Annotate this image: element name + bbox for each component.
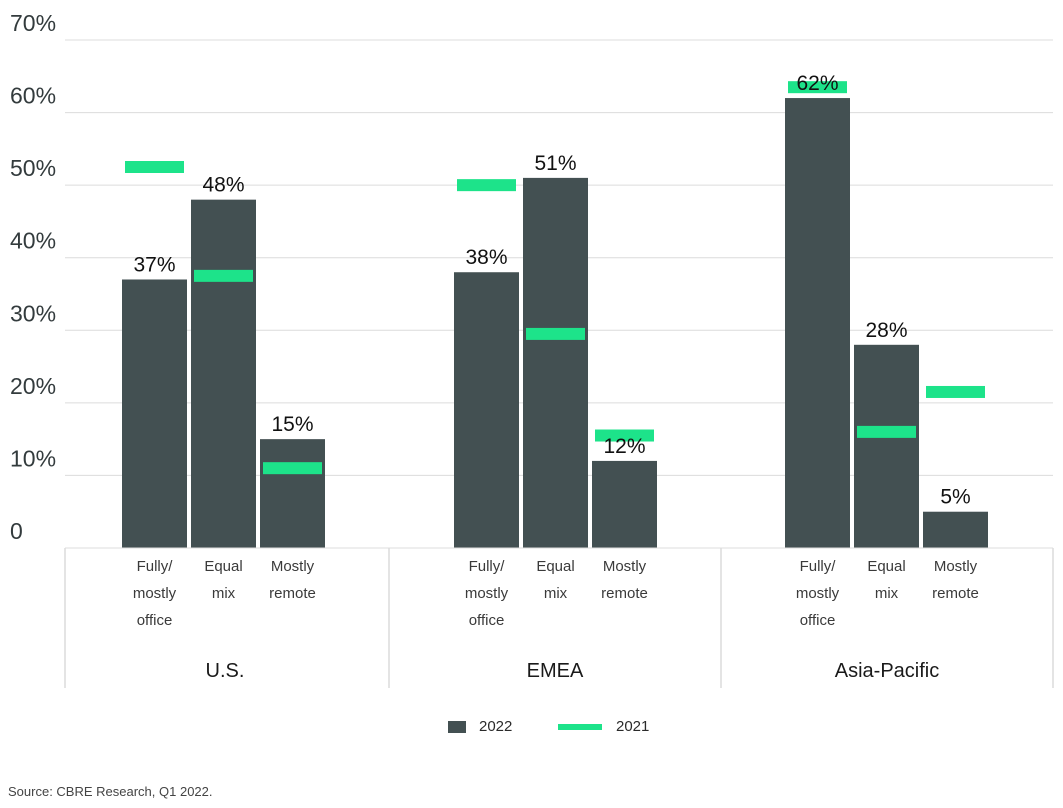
category-label: mostly xyxy=(465,585,509,602)
data-labels: 37% 48% 15% 38% 51% 12% 62% 28% 5% xyxy=(133,72,970,509)
marker-2021 xyxy=(857,425,916,438)
data-label: 51% xyxy=(534,152,576,175)
bar-2022 xyxy=(260,439,325,548)
category-label: office xyxy=(469,612,505,629)
marker-2021 xyxy=(457,179,516,192)
category-label: Fully/ xyxy=(800,558,837,575)
data-label: 38% xyxy=(465,246,507,269)
x-axis: Fully/mostly office Equal mix Mostly remote U.… xyxy=(64,547,1054,688)
y-tick-label: 20% xyxy=(10,373,56,399)
category-label: mix xyxy=(212,585,236,602)
category-label: Mostly xyxy=(271,558,315,575)
bar-2022 xyxy=(191,199,256,548)
category-label: remote xyxy=(932,585,979,602)
legend-label-2021: 2021 xyxy=(616,718,649,735)
group-label: Asia-Pacific xyxy=(835,660,939,682)
data-label: 15% xyxy=(271,413,313,436)
category-label: Equal xyxy=(536,558,574,575)
marker-2021 xyxy=(595,429,654,442)
bar-2022 xyxy=(122,279,187,548)
group-label: EMEA xyxy=(527,660,584,682)
bars-2022 xyxy=(122,98,988,549)
markers-2021 xyxy=(125,81,985,475)
marker-2021 xyxy=(788,81,847,94)
legend-swatch-2021 xyxy=(558,724,602,730)
category-label: Mostly xyxy=(934,558,978,575)
data-label: 28% xyxy=(865,319,907,342)
y-tick-label: 60% xyxy=(10,83,56,109)
y-tick-label: 40% xyxy=(10,228,56,254)
marker-2021 xyxy=(194,269,253,282)
category-label: Equal xyxy=(204,558,242,575)
category-label: mostly xyxy=(133,585,177,602)
bar-2022 xyxy=(523,177,588,548)
group-label: U.S. xyxy=(206,660,245,682)
y-tick-label: 30% xyxy=(10,300,56,326)
data-label: 12% xyxy=(603,435,645,458)
category-label: remote xyxy=(269,585,316,602)
legend-swatch-2022 xyxy=(448,721,466,733)
marker-2021 xyxy=(125,161,184,173)
bar-2022 xyxy=(454,272,519,548)
y-tick-label: 0 xyxy=(10,518,23,544)
category-label: mix xyxy=(544,585,568,602)
bar-2022 xyxy=(923,511,988,548)
bar-2022 xyxy=(592,460,657,548)
category-label: office xyxy=(800,612,836,629)
category-label: Fully/ xyxy=(137,558,174,575)
y-tick-label: 50% xyxy=(10,155,56,181)
legend: 2022 2021 xyxy=(448,718,649,735)
bar-2022 xyxy=(854,344,919,548)
y-tick-label: 10% xyxy=(10,445,56,471)
data-label: 5% xyxy=(940,486,970,509)
category-label: office xyxy=(137,612,173,629)
category-label: mix xyxy=(875,585,899,602)
marker-2021 xyxy=(263,462,322,475)
category-label: Fully/ xyxy=(469,558,506,575)
data-label: 62% xyxy=(796,72,838,95)
data-label: 48% xyxy=(202,174,244,197)
category-label: mostly xyxy=(796,585,840,602)
marker-2021 xyxy=(526,327,585,340)
source-note: Source: CBRE Research, Q1 2022. xyxy=(8,784,213,799)
data-label: 37% xyxy=(133,253,175,276)
category-label: Equal xyxy=(867,558,905,575)
bar-2022 xyxy=(785,98,850,549)
y-axis: 0 10% 20% 30% 40% 50% 60% 70% xyxy=(10,10,56,544)
legend-label-2022: 2022 xyxy=(479,718,512,735)
category-label: remote xyxy=(601,585,648,602)
marker-2021 xyxy=(926,385,985,398)
category-label: Mostly xyxy=(603,558,647,575)
y-tick-label: 70% xyxy=(10,10,56,36)
